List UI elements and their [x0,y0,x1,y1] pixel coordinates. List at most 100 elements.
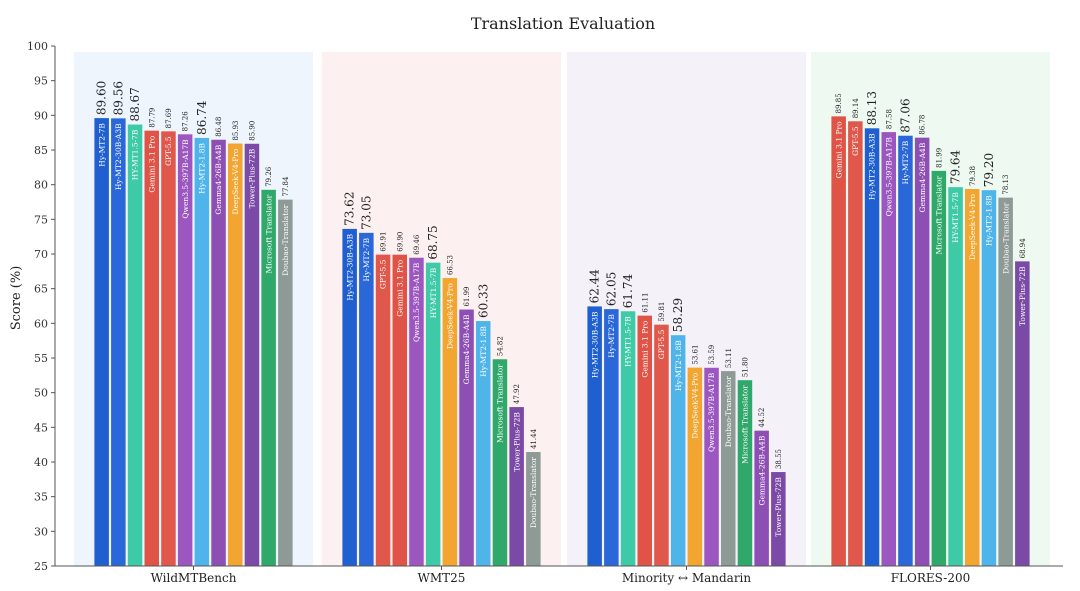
bar-model-label-3-2: Hy-MT2-30B-A3B [868,133,877,200]
bar-model-label-2-4: GPT-5.5 [657,329,666,359]
y-axis-label: Score (%) [9,266,24,331]
bar-1-0 [342,228,357,566]
bar-model-label-2-5: Hy-MT2-1.8B [674,340,683,391]
bar-model-label-2-3: Gemini 3.1 Pro [640,320,649,377]
group-background-2 [567,52,806,566]
bar-2-9 [737,380,753,566]
bar-1-3 [392,254,407,566]
bar-3-7 [948,187,963,566]
bar-model-label-3-5: Gemma4-26B-A4B [918,142,927,212]
bar-3-5 [914,137,930,566]
value-label-0-11: 77.84 [282,176,290,197]
value-label-2-2: 61.74 [621,274,635,309]
bar-model-label-0-1: Hy-MT2-30B-A3B [114,123,123,190]
y-tick-label-2: 35 [34,491,48,504]
value-label-2-8: 53.11 [725,348,733,368]
y-tick-label-11: 80 [34,179,48,192]
bar-model-label-1-7: Gemma4-26B-A4B [462,314,471,384]
value-label-3-4: 87.06 [898,98,912,132]
bar-2-10 [754,430,769,566]
bar-model-label-3-11: Tower-Plus-72B [1018,266,1027,326]
chart-title: Translation Evaluation [471,14,655,33]
bar-model-label-3-3: Qwen3.5-397B-A17B [884,137,893,217]
bar-0-10 [261,189,276,567]
bar-model-label-2-0: Hy-MT2-30B-A3B [590,311,599,378]
bar-2-1 [604,309,619,566]
value-label-1-11: 41.44 [530,428,538,449]
bar-1-1 [359,232,374,566]
bar-0-1 [111,118,126,566]
value-label-3-1: 89.14 [852,98,860,119]
value-label-2-0: 62.44 [588,269,602,304]
group-background-0 [74,52,313,566]
y-tick-label-15: 100 [27,40,48,53]
group-background-3 [811,52,1050,566]
value-label-2-5: 58.29 [671,298,685,332]
value-label-3-7: 79.64 [949,149,963,184]
bar-2-11 [771,472,786,566]
value-label-0-5: 87.26 [182,111,190,132]
bar-0-9 [244,143,260,566]
value-label-1-0: 73.62 [343,192,357,226]
bar-model-label-1-2: GPT-5.5 [379,259,388,289]
bar-3-10 [998,197,1013,566]
bar-2-5 [670,335,686,566]
axes-layer: WildMTBench WMT25 Minority ↔ Mandarin FLORE… [27,40,1063,585]
value-label-3-8: 79.38 [969,166,977,186]
bar-model-label-1-5: HY-MT1.5-7B [429,267,438,318]
value-label-3-2: 88.13 [865,91,879,125]
bar-2-4 [654,324,669,566]
y-tick-label-10: 75 [34,213,48,226]
value-label-1-5: 68.75 [426,225,440,259]
bar-1-6 [442,278,458,566]
bar-3-8 [965,188,980,566]
bar-0-11 [278,199,293,566]
value-label-1-7: 61.99 [463,286,471,306]
bar-3-6 [931,170,947,566]
bar-3-2 [864,128,880,567]
value-label-2-11: 38.55 [775,449,783,469]
bar-model-label-1-3: Gemini 3.1 Pro [395,259,404,316]
bar-model-label-3-1: GPT-5.5 [851,126,860,156]
value-label-2-7: 53.59 [708,345,716,365]
category-label-2: Minority ↔ Mandarin [622,571,752,585]
value-label-0-3: 87.79 [148,108,156,128]
bar-3-3 [881,132,896,567]
bar-2-8 [721,371,736,566]
category-label-3: FLORES-200 [891,571,971,585]
bar-model-label-1-1: Hy-MT2-7B [362,237,371,281]
bar-0-8 [228,143,243,567]
bar-2-7 [704,367,719,566]
bar-3-9 [981,190,997,566]
bar-1-9 [492,359,508,566]
bar-model-label-3-4: Hy-MT2-7B [901,140,910,184]
bar-model-label-3-0: Gemini 3.1 Pro [834,121,843,178]
bars-layer: 89.60 Hy-MT2-7B 89.56 Hy-MT2-30B-A3B 88.67 HY… [94,81,1030,567]
bar-model-label-1-9: Microsoft Translator [496,364,505,443]
bar-0-0 [94,118,109,567]
bar-model-label-2-11: Tower-Plus-72B [774,477,783,537]
bar-2-2 [620,311,636,566]
bar-model-label-0-2: HY-MT1.5-7B [131,129,140,180]
value-label-0-1: 89.56 [111,81,125,115]
y-tick-label-6: 55 [34,352,48,365]
bar-model-label-3-7: HY-MT1.5-7B [951,192,960,243]
value-label-3-9: 79.20 [982,153,996,187]
value-label-0-0: 89.60 [95,81,109,115]
bar-model-label-3-6: Microsoft Translator [934,175,943,254]
bar-2-3 [637,315,652,566]
bar-model-label-2-1: Hy-MT2-7B [607,314,616,358]
bar-model-label-0-3: Gemini 3.1 Pro [147,135,156,192]
bar-1-11 [526,452,541,566]
y-tick-label-7: 60 [34,317,48,330]
value-label-0-9: 85.90 [248,121,256,141]
y-tick-label-5: 50 [34,387,48,400]
bar-model-label-0-0: Hy-MT2-7B [97,123,106,167]
value-label-2-1: 62.05 [604,272,618,306]
category-label-1: WMT25 [418,571,466,585]
value-label-0-6: 86.74 [195,100,209,135]
value-label-0-10: 79.26 [265,166,273,187]
bar-model-label-1-8: Hy-MT2-1.8B [479,326,488,377]
